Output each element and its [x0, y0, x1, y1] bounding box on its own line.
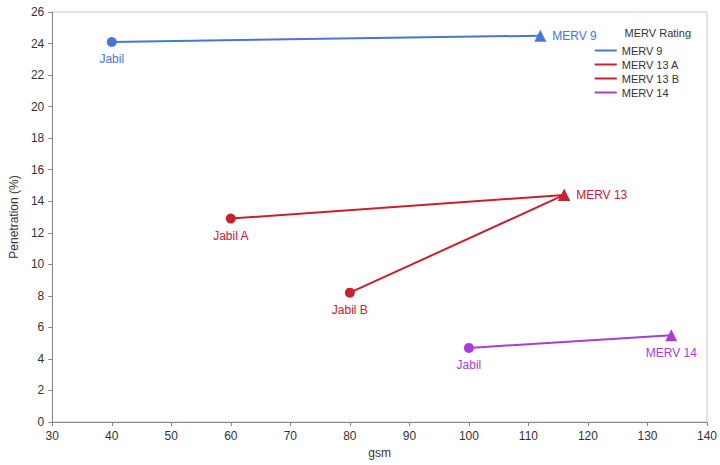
svg-text:4: 4 — [38, 352, 45, 366]
svg-text:0: 0 — [38, 415, 45, 429]
svg-text:14: 14 — [31, 194, 45, 208]
svg-text:8: 8 — [38, 289, 45, 303]
svg-text:6: 6 — [38, 320, 45, 334]
svg-text:110: 110 — [519, 429, 538, 443]
svg-text:12: 12 — [31, 226, 45, 240]
svg-text:18: 18 — [31, 131, 45, 145]
svg-text:MERV 14: MERV 14 — [622, 87, 669, 99]
svg-text:MERV 13 A: MERV 13 A — [622, 59, 679, 71]
svg-text:22: 22 — [31, 68, 45, 82]
svg-text:2: 2 — [38, 383, 45, 397]
svg-text:MERV 13 B: MERV 13 B — [622, 73, 679, 85]
svg-text:Jabil A: Jabil A — [213, 229, 248, 243]
svg-text:MERV 14: MERV 14 — [646, 346, 697, 360]
svg-text:MERV Rating: MERV Rating — [625, 27, 691, 39]
svg-text:140: 140 — [697, 429, 717, 443]
svg-text:50: 50 — [165, 429, 179, 443]
svg-text:Penetration (%): Penetration (%) — [7, 175, 21, 258]
svg-text:60: 60 — [224, 429, 238, 443]
svg-text:90: 90 — [403, 429, 417, 443]
svg-text:MERV 9: MERV 9 — [552, 29, 597, 43]
svg-text:20: 20 — [31, 100, 45, 114]
svg-text:MERV 9: MERV 9 — [622, 45, 663, 57]
svg-text:Jabil: Jabil — [457, 358, 482, 372]
svg-text:100: 100 — [459, 429, 479, 443]
svg-text:30: 30 — [46, 429, 60, 443]
svg-text:Jabil B: Jabil B — [332, 303, 368, 317]
svg-text:16: 16 — [31, 163, 45, 177]
svg-text:70: 70 — [284, 429, 298, 443]
svg-text:MERV 13: MERV 13 — [576, 188, 627, 202]
svg-text:10: 10 — [31, 257, 45, 271]
svg-text:gsm: gsm — [368, 446, 391, 460]
svg-text:Jabil: Jabil — [99, 52, 124, 66]
svg-text:24: 24 — [31, 37, 45, 51]
svg-text:26: 26 — [31, 5, 45, 19]
svg-text:40: 40 — [105, 429, 119, 443]
svg-text:120: 120 — [578, 429, 598, 443]
svg-text:130: 130 — [637, 429, 657, 443]
svg-text:80: 80 — [343, 429, 357, 443]
